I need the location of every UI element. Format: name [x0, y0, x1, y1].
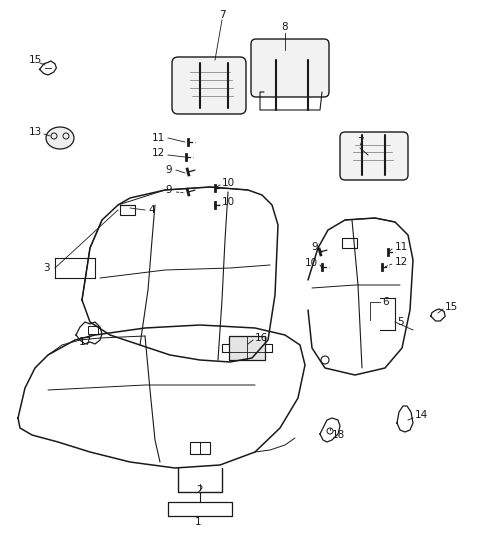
Text: 9: 9 — [312, 242, 318, 252]
Text: 9: 9 — [166, 185, 172, 195]
Text: 6: 6 — [382, 297, 389, 307]
Text: 13: 13 — [29, 127, 42, 137]
Text: 4: 4 — [148, 205, 155, 215]
Text: 15: 15 — [445, 302, 458, 312]
FancyBboxPatch shape — [340, 132, 408, 180]
Bar — [342, 238, 357, 248]
Bar — [88, 326, 98, 334]
Bar — [229, 336, 265, 360]
Text: 12: 12 — [152, 148, 165, 158]
FancyBboxPatch shape — [251, 39, 329, 97]
Bar — [190, 442, 210, 454]
Text: 9: 9 — [166, 165, 172, 175]
Text: 7: 7 — [357, 137, 363, 147]
Text: 3: 3 — [43, 263, 50, 273]
Text: 1: 1 — [195, 517, 201, 527]
FancyBboxPatch shape — [172, 57, 246, 114]
Bar — [120, 205, 135, 215]
Text: 2: 2 — [197, 485, 204, 495]
Text: 16: 16 — [255, 333, 268, 343]
Text: 11: 11 — [395, 242, 408, 252]
Text: 10: 10 — [222, 197, 235, 207]
Text: 11: 11 — [152, 133, 165, 143]
Text: 14: 14 — [415, 410, 428, 420]
Text: 5: 5 — [397, 317, 404, 327]
Text: 10: 10 — [222, 178, 235, 188]
Text: 15: 15 — [28, 55, 42, 65]
Text: 10: 10 — [305, 258, 318, 268]
Text: 7: 7 — [219, 10, 225, 20]
Text: 8: 8 — [282, 22, 288, 32]
Text: 12: 12 — [395, 257, 408, 267]
Text: 18: 18 — [332, 430, 345, 440]
Text: 17: 17 — [78, 337, 92, 347]
Ellipse shape — [46, 127, 74, 149]
